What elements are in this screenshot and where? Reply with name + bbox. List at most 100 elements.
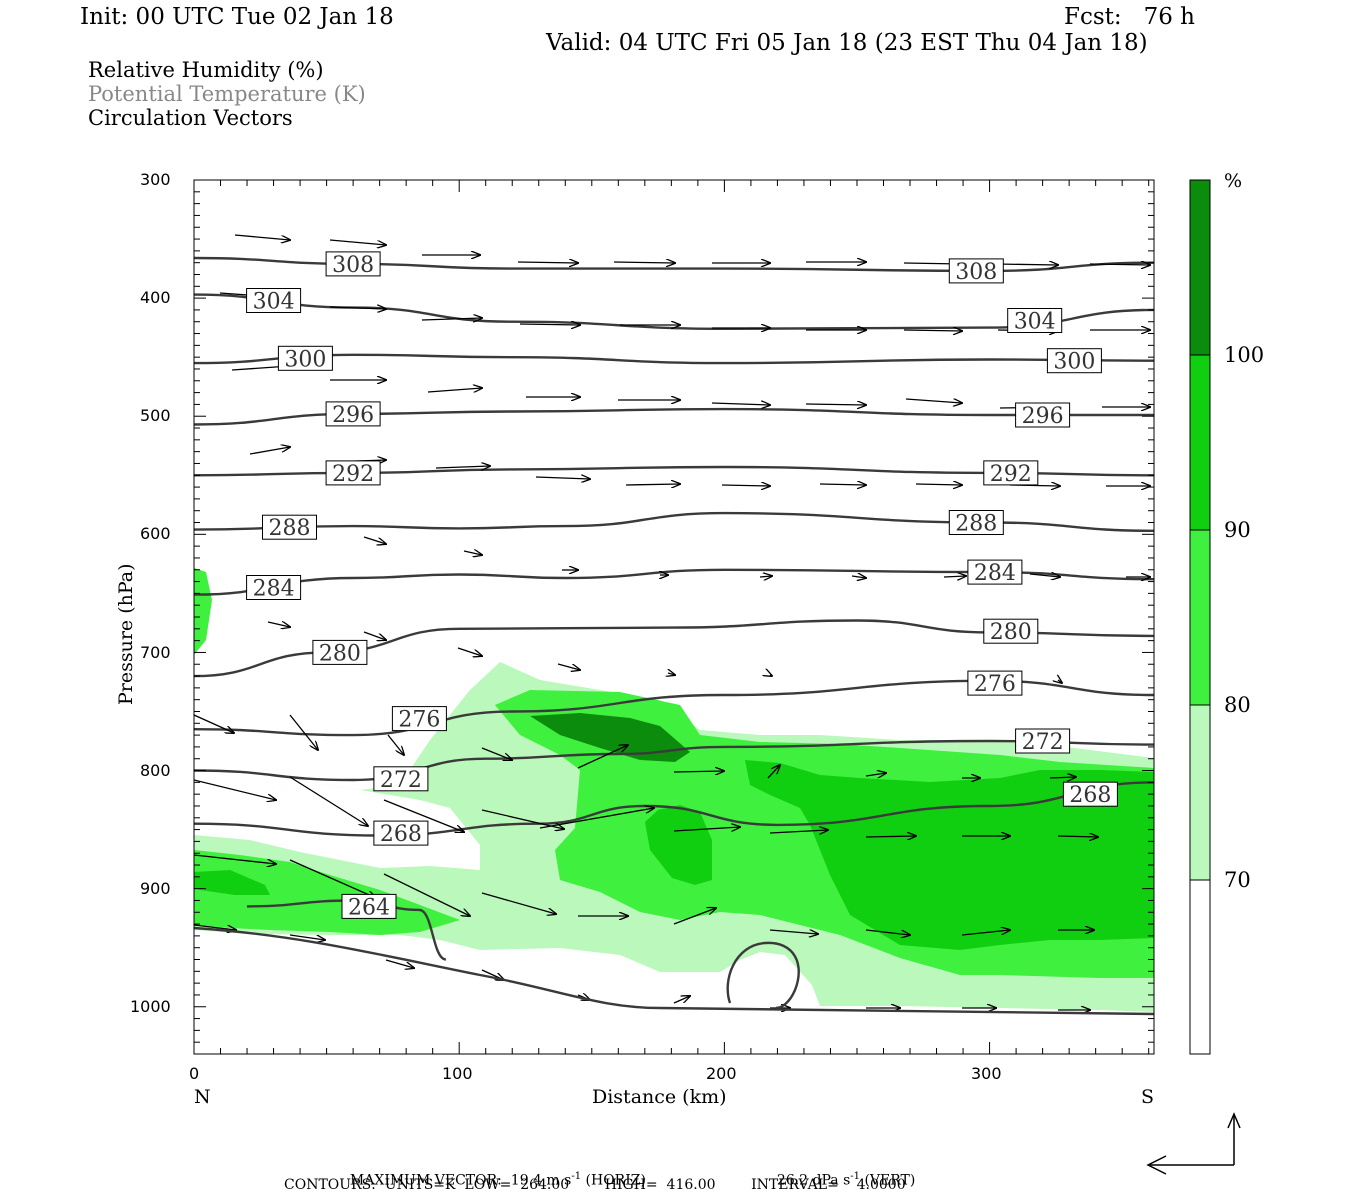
contour-label-box-276 xyxy=(967,670,1023,696)
circulation-vector xyxy=(865,836,916,837)
colorbar-90-100 xyxy=(1190,355,1210,530)
contour-label-box-268 xyxy=(1062,781,1118,807)
legend-vectors: Circulation Vectors xyxy=(88,106,293,130)
contour-label-308: 308 xyxy=(332,253,374,278)
theta-contour-288 xyxy=(194,511,1154,532)
contour-label-268: 268 xyxy=(1069,783,1111,808)
rh-below-70-left-patch xyxy=(194,660,245,720)
y-axis-label: Pressure (hPa) xyxy=(115,563,137,705)
max-vector-vert: 26.2 dPa s xyxy=(776,1172,851,1189)
circulation-vector xyxy=(721,485,770,486)
circulation-vector xyxy=(865,773,886,776)
circulation-vector xyxy=(385,959,414,968)
contour-label-304: 304 xyxy=(253,290,295,315)
y-tick-600: 600 xyxy=(140,524,171,543)
contour-label-box-284 xyxy=(967,559,1023,585)
circulation-vector xyxy=(249,447,290,455)
circulation-vector xyxy=(903,330,962,331)
circulation-vector xyxy=(769,830,828,833)
contour-label-box-288 xyxy=(262,514,317,540)
circulation-vector xyxy=(805,404,866,405)
circulation-vector xyxy=(577,745,628,769)
circulation-vector xyxy=(363,536,386,544)
contour-label-292: 292 xyxy=(990,462,1032,487)
contour-label-280: 280 xyxy=(990,620,1032,645)
circulation-vector xyxy=(1029,574,1060,577)
circulation-vector xyxy=(435,466,490,468)
colorbar-80-90 xyxy=(1190,530,1210,705)
rh-100-plus-region xyxy=(530,713,690,762)
contour-label-300: 300 xyxy=(284,347,326,372)
reference-vector-icon xyxy=(1146,1112,1241,1175)
circulation-vector xyxy=(289,859,376,898)
y-tick-300: 300 xyxy=(140,170,171,189)
circulation-vector xyxy=(329,307,386,309)
circulation-vector xyxy=(194,854,276,864)
theta-contour-upper-0 xyxy=(194,42,1154,54)
vert-exponent: -1 xyxy=(850,1171,861,1182)
footer-max-vector-vert: 26.2 dPa s-1 (VERT) xyxy=(768,1158,915,1188)
rh-90-100-region xyxy=(745,760,1154,950)
circulation-vector xyxy=(767,765,780,779)
circulation-vector xyxy=(194,714,234,733)
theta-contour-labels: 308 308 304 304 300 300 296 296 292 292 288 288 284 2… xyxy=(246,251,1118,920)
legend-theta: Potential Temperature (K) xyxy=(88,82,366,106)
contour-label-box-296 xyxy=(325,401,381,427)
vert-label: (VERT) xyxy=(860,1172,916,1189)
circulation-vector xyxy=(481,892,556,914)
theta-contour-272 xyxy=(194,739,1154,782)
colorbar-above-100 xyxy=(1190,180,1210,355)
circulation-vector xyxy=(234,234,290,240)
x-tick-300: 300 xyxy=(971,1064,1002,1083)
circulation-vector xyxy=(289,776,368,826)
contour-label-304: 304 xyxy=(1014,310,1056,335)
circulation-vector xyxy=(383,799,464,832)
contour-label-272: 272 xyxy=(380,768,422,793)
contour-label-box-272 xyxy=(1015,728,1071,754)
x-tick-200: 200 xyxy=(706,1064,737,1083)
rh-80-90-left-top xyxy=(194,568,212,655)
circulation-vector xyxy=(673,996,690,1004)
rh-90-100-mid xyxy=(645,805,712,885)
circulation-vector xyxy=(1058,680,1062,683)
axis-ticks xyxy=(193,179,1154,1055)
contour-label-box-272 xyxy=(373,766,429,792)
circulation-vector xyxy=(625,484,680,485)
x-axis-label: Distance (km) xyxy=(592,1086,727,1108)
colorbar-label-90: 90 xyxy=(1224,518,1251,542)
circulation-vector xyxy=(943,576,966,577)
init-time: Init: 00 UTC Tue 02 Jan 18 xyxy=(80,4,394,30)
circulation-vector xyxy=(421,318,482,320)
circulation-vector xyxy=(851,576,866,578)
contour-label-box-300 xyxy=(277,345,333,371)
contour-label-284: 284 xyxy=(253,577,295,602)
circulation-vector xyxy=(613,262,675,263)
contour-label-264: 264 xyxy=(348,895,390,920)
contour-label-276: 276 xyxy=(974,672,1016,697)
contour-label-296: 296 xyxy=(1022,404,1064,429)
horiz-label: (HORIZ) xyxy=(581,1172,646,1189)
circulation-vector xyxy=(865,929,910,935)
contour-label-272: 272 xyxy=(1022,730,1064,755)
circulation-vector xyxy=(905,398,962,403)
colorbar-unit: % xyxy=(1224,170,1243,192)
theta-contour-closed xyxy=(726,941,800,1010)
contour-label-box-268 xyxy=(373,820,429,846)
forecast-hour: Fcst: 76 h xyxy=(1064,4,1195,30)
y-tick-500: 500 xyxy=(140,406,171,425)
contour-label-box-308 xyxy=(948,258,1004,284)
max-vector-horiz: MAXIMUM VECTOR: 19.4 m s xyxy=(349,1172,572,1189)
x-tick-100: 100 xyxy=(442,1064,473,1083)
contour-label-box-288 xyxy=(948,510,1004,535)
x-end-south: S xyxy=(1141,1086,1155,1108)
horiz-exponent: -1 xyxy=(571,1171,582,1182)
contour-label-308: 308 xyxy=(955,260,997,285)
circulation-vector xyxy=(289,934,325,940)
theta-contour-upper-1 xyxy=(194,68,1154,87)
circulation-vector xyxy=(194,779,276,800)
circulation-vectors xyxy=(194,234,1154,1016)
circulation-vector xyxy=(915,484,962,485)
contour-label-280: 280 xyxy=(319,641,361,666)
colorbar-label-70: 70 xyxy=(1224,868,1251,892)
